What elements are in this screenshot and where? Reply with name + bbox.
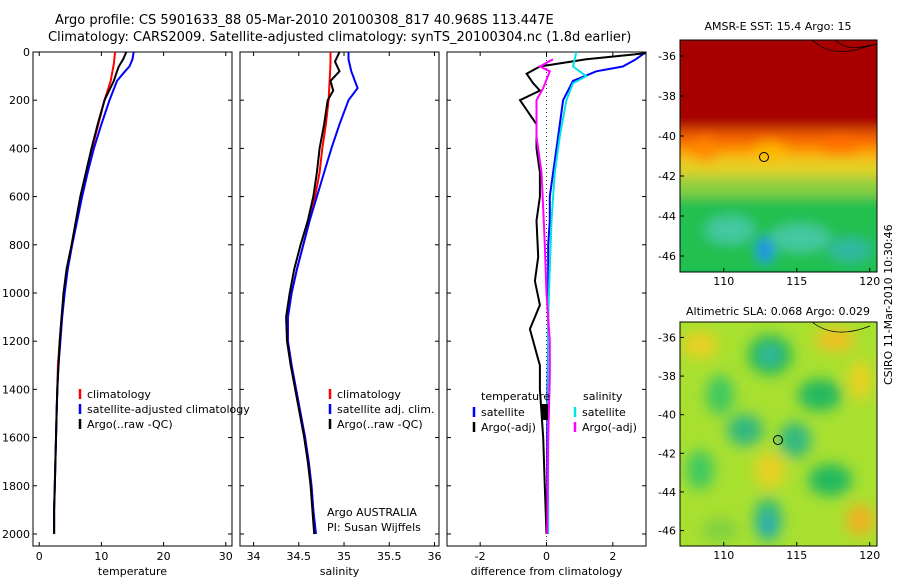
salinity-profile-panel: 34 34.5 35 35.5 36 salinity climatology satelli…: [239, 51, 441, 578]
diff-legend-sal-label: Argo(-adj): [582, 421, 637, 434]
temperature-profile-xtick-label: 0: [36, 550, 43, 563]
side-credit-label: CSIRO 11-Mar-2010 10:30:46: [882, 224, 895, 385]
sla-map-ytick-label: -46: [658, 525, 676, 538]
temperature-profile-xtick-label: 10: [94, 550, 108, 563]
temperature-profile-ytick-label: 1000: [2, 287, 30, 300]
temperature-profile-axes-box: [32, 51, 233, 547]
difference-profile-xtick-label: -2: [475, 550, 486, 563]
salinity-profile-xtick-label: 34: [247, 550, 261, 563]
sst-argo-marker: [759, 152, 769, 162]
temperature-profile-ytick-label: 800: [9, 239, 30, 252]
figure-title-line1: Argo profile: CS 5901633_88 05-Mar-2010 …: [55, 13, 554, 28]
sst-map-title: AMSR-E SST: 15.4 Argo: 15: [704, 20, 851, 33]
sla-map-panel: Altimetric SLA: 0.068 Argo: 0.029: [658, 305, 880, 562]
difference-profile-series-salinity-argo-adj-: [535, 58, 554, 535]
salinity-profile-series-argo-raw-qc-: [285, 52, 341, 535]
sst-map-xtick-label: 115: [786, 275, 807, 288]
sst-map-ytick-label: -40: [658, 130, 676, 143]
temperature-profile-legend-label: satellite-adjusted climatology: [87, 403, 250, 416]
temperature-profile-panel: 0 10 20 30 temperature 0 200 400 600 800 1000 1200 1…: [2, 46, 250, 578]
temperature-profile-ytick-label: 400: [9, 142, 30, 155]
temperature-profile-ytick-label: 1200: [2, 335, 30, 348]
diff-legend-marker: [542, 404, 548, 420]
temperature-profile-ytick-label: 1800: [2, 480, 30, 493]
salinity-profile-xtick-label: 35.5: [377, 550, 402, 563]
salinity-profile-xlabel: salinity: [320, 565, 360, 578]
difference-profile-panel: -2 0 2 difference from climatology temperatu…: [446, 51, 647, 578]
salinity-annotation: Argo AUSTRALIA: [327, 506, 417, 519]
diff-legend-sal-label: satellite: [582, 406, 626, 419]
salinity-profile-legend-label: satellite adj. clim.: [337, 403, 434, 416]
salinity-profile-legend-label: climatology: [337, 388, 401, 401]
temperature-profile-series-argo-raw-qc-: [53, 52, 128, 534]
sst-map-xtick-label: 110: [713, 275, 734, 288]
salinity-profile-legend-label: Argo(..raw -QC): [337, 418, 423, 431]
temperature-profile-ytick-label: 0: [23, 46, 30, 59]
sla-map-xtick-label: 120: [859, 549, 880, 562]
temperature-profile-xtick-label: 30: [219, 550, 233, 563]
temperature-profile-xlabel: temperature: [98, 565, 167, 578]
sla-map-ytick-label: -38: [658, 370, 676, 383]
sla-map-ytick-label: -36: [658, 331, 676, 344]
diff-legend-temp-label: Argo(-adj): [481, 421, 536, 434]
diff-legend-temperature-title: temperature: [481, 390, 550, 403]
temperature-profile-ytick-label: 1400: [2, 383, 30, 396]
sst-map-ytick-label: -36: [658, 50, 676, 63]
temperature-profile-ytick-label: 1600: [2, 432, 30, 445]
sla-map-ytick-label: -40: [658, 409, 676, 422]
temperature-profile-xtick-label: 20: [157, 550, 171, 563]
sla-map-title: Altimetric SLA: 0.068 Argo: 0.029: [686, 305, 870, 318]
temperature-profile-series-satellite-adjusted-climatology: [53, 52, 135, 534]
difference-profile-series-salinity-satellite: [547, 52, 589, 534]
sla-map-xtick-label: 110: [713, 549, 734, 562]
figure-title-line2: Climatology: CARS2009. Satellite-adjuste…: [48, 30, 632, 45]
sst-map-ytick-label: -44: [658, 210, 676, 223]
salinity-annotation: PI: Susan Wijffels: [327, 521, 421, 534]
sst-map-panel: AMSR-E SST: 15.4 Argo: 15: [658, 20, 880, 288]
sst-map-xtick-label: 120: [859, 275, 880, 288]
difference-profile-xtick-label: 2: [609, 550, 616, 563]
difference-profile-xlabel: difference from climatology: [471, 565, 623, 578]
temperature-profile-ytick-label: 200: [9, 94, 30, 107]
temperature-profile-legend-label: Argo(..raw -QC): [87, 418, 173, 431]
temperature-profile-legend-label: climatology: [87, 388, 151, 401]
diff-legend-salinity-title: salinity: [583, 390, 623, 403]
sla-map-xtick-label: 115: [786, 549, 807, 562]
salinity-profile-xtick-label: 36: [427, 550, 441, 563]
temperature-profile-ytick-label: 600: [9, 191, 30, 204]
difference-profile-xtick-label: 0: [543, 550, 550, 563]
sla-argo-marker: [773, 435, 783, 445]
salinity-profile-xtick-label: 35: [337, 550, 351, 563]
sst-map-ytick-label: -42: [658, 170, 676, 183]
sst-map-ytick-label: -38: [658, 90, 676, 103]
salinity-profile-xtick-label: 34.5: [287, 550, 312, 563]
temperature-profile-ytick-label: 2000: [2, 528, 30, 541]
salinity-profile-series-satellite-adj-clim-: [286, 52, 359, 535]
diff-legend-temp-label: satellite: [481, 406, 525, 419]
difference-profile-series-temperature-argo-adj-: [518, 52, 646, 535]
sst-map-ytick-label: -46: [658, 250, 676, 263]
sla-map-ytick-label: -42: [658, 447, 676, 460]
sla-map-ytick-label: -44: [658, 486, 676, 499]
